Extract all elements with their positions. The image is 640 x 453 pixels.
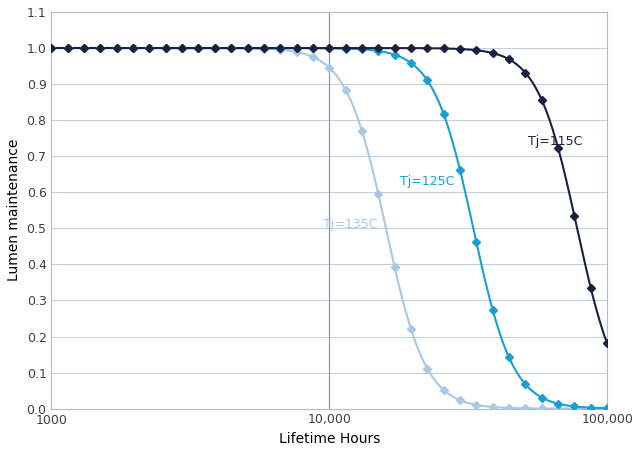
Text: Tj=125C: Tj=125C (400, 175, 454, 188)
Y-axis label: Lumen maintenance: Lumen maintenance (7, 139, 21, 281)
Text: Tj=135C: Tj=135C (323, 218, 378, 231)
Text: Tj=115C: Tj=115C (528, 135, 582, 149)
X-axis label: Lifetime Hours: Lifetime Hours (278, 432, 380, 446)
